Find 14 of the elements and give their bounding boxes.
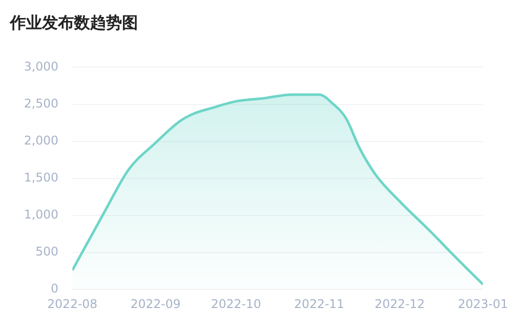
chart-title: 作业发布数趋势图 <box>9 12 138 32</box>
x-tick-label: 2022-09 <box>130 296 181 311</box>
y-tick-label: 1,500 <box>24 170 58 185</box>
y-tick-label: 2,500 <box>24 96 58 110</box>
x-tick-label: 2022-11 <box>294 296 344 311</box>
x-tick-label: 2022-12 <box>374 296 425 311</box>
y-tick-label: 500 <box>35 244 58 259</box>
y-tick-label: 2,000 <box>24 133 58 148</box>
y-tick-label: 0 <box>50 282 58 296</box>
x-tick-label: 2022-10 <box>210 296 262 311</box>
x-tick-label: 2022-08 <box>47 296 98 311</box>
y-tick-label: 1,000 <box>24 208 58 222</box>
y-tick-label: 3,000 <box>24 59 58 74</box>
x-tick-label: 2023-01 <box>458 296 508 311</box>
